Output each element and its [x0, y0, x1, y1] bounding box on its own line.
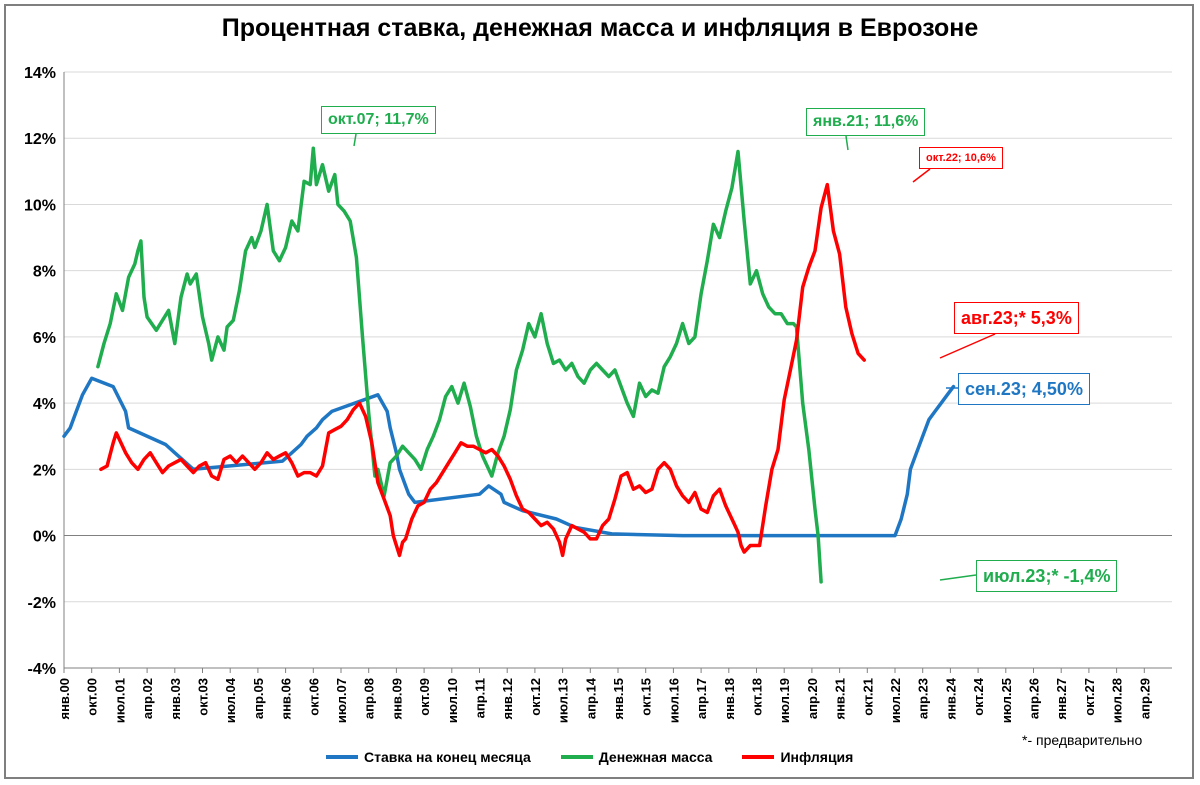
- callout-leader: [845, 135, 849, 151]
- legend-item-rate: Ставка на конец месяца: [326, 749, 531, 765]
- x-tick-label: апр.17: [694, 678, 709, 719]
- legend-swatch-money: [560, 755, 593, 759]
- y-tick-label: 10%: [24, 197, 56, 214]
- x-tick-label: апр.23: [916, 678, 931, 719]
- x-tick-label: окт.27: [1082, 678, 1097, 716]
- x-tick-label: окт.24: [971, 677, 986, 716]
- callout-leader: [939, 333, 996, 359]
- x-tick-label: апр.26: [1027, 678, 1042, 719]
- x-tick-label: июл.16: [666, 678, 681, 723]
- y-tick-label: 4%: [33, 396, 56, 413]
- legend-label-money: Денежная масса: [598, 749, 713, 765]
- x-tick-label: янв.15: [611, 678, 626, 720]
- x-tick-label: июл.28: [1110, 678, 1125, 723]
- y-tick-label: 2%: [33, 462, 56, 479]
- x-tick-label: янв.21: [833, 678, 848, 720]
- callout-leader: [912, 168, 931, 183]
- y-tick-label: -2%: [28, 595, 56, 612]
- legend: Ставка на конец месяца Денежная масса Ин…: [326, 749, 883, 765]
- x-tick-label: янв.03: [168, 678, 183, 720]
- callout-money-jul23: июл.23;* -1,4%: [976, 560, 1118, 592]
- series-line-inflation: [99, 182, 866, 558]
- x-tick-label: июл.25: [999, 678, 1014, 723]
- x-tick-label: янв.27: [1054, 678, 1069, 720]
- x-tick-label: окт.21: [860, 678, 875, 716]
- x-tick-label: янв.00: [57, 678, 72, 720]
- y-tick-label: 0%: [33, 529, 56, 546]
- x-tick-label: окт.12: [528, 678, 543, 716]
- x-tick-label: июл.04: [223, 677, 238, 723]
- x-tick-label: июл.13: [556, 678, 571, 723]
- callout-inflation-aug23: авг.23;* 5,3%: [954, 302, 1079, 334]
- x-tick-label: апр.05: [251, 678, 266, 719]
- x-tick-label: апр.02: [140, 678, 155, 719]
- x-tick-label: июл.22: [888, 678, 903, 723]
- series-line-rate: [62, 376, 956, 538]
- x-tick-label: апр.29: [1137, 678, 1152, 719]
- x-tick-label: янв.24: [943, 677, 958, 719]
- y-tick-label: 12%: [24, 131, 56, 148]
- x-tick-label: янв.06: [279, 678, 294, 720]
- legend-swatch-rate: [326, 755, 358, 759]
- x-tick-label: июл.07: [334, 678, 349, 723]
- callout-rate-sep23: сен.23; 4,50%: [958, 373, 1090, 405]
- chart-title: Процентная ставка, денежная масса и инфл…: [221, 14, 979, 42]
- y-tick-label: 8%: [33, 264, 56, 281]
- legend-item-money: Денежная масса: [560, 749, 713, 765]
- y-tick-label: 14%: [24, 65, 56, 82]
- x-tick-label: апр.20: [805, 678, 820, 719]
- x-tick-label: окт.03: [196, 678, 211, 716]
- callout-money-jan21: янв.21; 11,6%: [806, 108, 926, 136]
- x-tick-label: окт.06: [306, 678, 321, 716]
- legend-label-inflation: Инфляция: [780, 749, 854, 765]
- x-tick-label: апр.11: [473, 678, 488, 718]
- x-tick-label: янв.18: [722, 678, 737, 720]
- callout-inflation-oct22: окт.22; 10,6%: [919, 147, 1003, 169]
- x-tick-label: янв.09: [389, 678, 404, 720]
- callout-money-oct07: окт.07; 11,7%: [321, 106, 436, 134]
- y-tick-label: -4%: [28, 661, 56, 678]
- x-tick-label: окт.09: [417, 678, 432, 716]
- x-tick-label: окт.00: [85, 678, 100, 716]
- callout-leader: [939, 574, 977, 581]
- callout-leader: [353, 133, 357, 147]
- x-tick-label: июл.19: [777, 678, 792, 723]
- legend-label-rate: Ставка на конец месяца: [364, 749, 531, 765]
- preliminary-note: *- предварительно: [1022, 732, 1143, 748]
- x-tick-label: янв.12: [500, 678, 515, 720]
- x-tick-label: апр.08: [362, 678, 377, 719]
- x-tick-label: июл.10: [445, 678, 460, 723]
- x-tick-label: окт.18: [750, 678, 765, 716]
- legend-swatch-inflation: [742, 755, 775, 759]
- series-line-money: [96, 146, 823, 584]
- y-tick-label: 6%: [33, 330, 56, 347]
- legend-item-inflation: Инфляция: [742, 749, 853, 765]
- x-tick-label: апр.14: [583, 677, 598, 719]
- x-tick-label: окт.15: [639, 678, 654, 716]
- x-tick-label: июл.01: [112, 678, 127, 723]
